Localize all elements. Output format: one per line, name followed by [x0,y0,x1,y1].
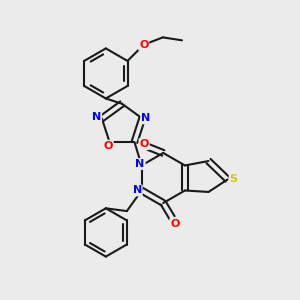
Text: O: O [139,40,148,50]
Text: N: N [133,185,142,196]
Text: O: O [140,139,149,149]
Text: N: N [141,113,150,123]
Text: O: O [103,141,113,151]
Text: N: N [136,159,145,169]
Text: O: O [170,219,180,229]
Text: S: S [230,174,238,184]
Text: N: N [92,112,101,122]
